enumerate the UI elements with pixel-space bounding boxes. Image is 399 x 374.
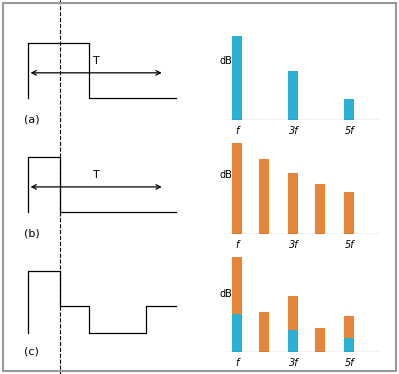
Text: f: f bbox=[236, 126, 239, 136]
Bar bbox=[344, 316, 354, 338]
Text: T: T bbox=[93, 170, 99, 180]
Bar bbox=[259, 312, 269, 352]
Text: dB: dB bbox=[219, 289, 232, 299]
Bar bbox=[288, 71, 298, 120]
Bar bbox=[259, 159, 269, 234]
Text: 3f: 3f bbox=[288, 240, 298, 250]
Text: (a): (a) bbox=[24, 114, 40, 124]
Text: f: f bbox=[236, 358, 239, 368]
Bar bbox=[232, 315, 243, 352]
Text: 5f: 5f bbox=[345, 358, 354, 368]
Bar bbox=[232, 143, 243, 234]
Bar bbox=[232, 36, 243, 120]
Text: dB: dB bbox=[219, 169, 232, 180]
Bar bbox=[315, 328, 325, 352]
Text: T: T bbox=[93, 56, 99, 66]
Bar bbox=[344, 338, 354, 352]
Text: 3f: 3f bbox=[288, 358, 298, 368]
Bar bbox=[344, 192, 354, 234]
Text: (b): (b) bbox=[24, 228, 40, 238]
Text: dB: dB bbox=[219, 56, 232, 66]
Text: f: f bbox=[236, 240, 239, 250]
Bar bbox=[288, 330, 298, 352]
Text: 3f: 3f bbox=[288, 126, 298, 136]
Bar bbox=[315, 184, 325, 234]
Text: (c): (c) bbox=[24, 347, 39, 357]
Text: 5f: 5f bbox=[345, 126, 354, 136]
Text: 5f: 5f bbox=[345, 240, 354, 250]
Bar bbox=[288, 173, 298, 234]
Bar bbox=[232, 257, 243, 315]
Bar bbox=[344, 99, 354, 120]
Bar bbox=[288, 296, 298, 330]
